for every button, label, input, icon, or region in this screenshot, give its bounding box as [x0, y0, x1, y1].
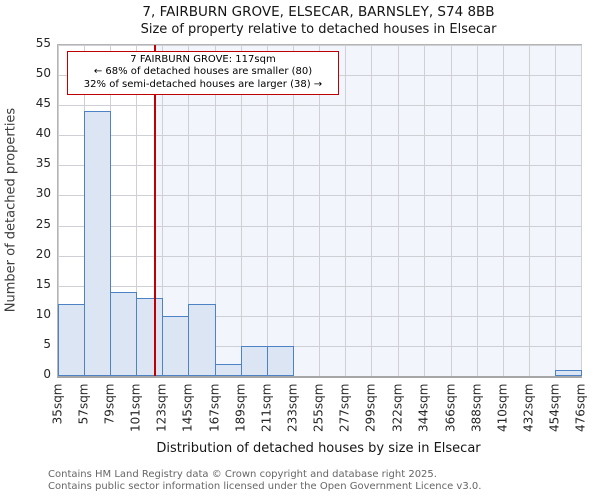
histogram-bar	[58, 303, 86, 376]
x-tick-label: 366sqm	[443, 383, 458, 432]
x-tick-label: 388sqm	[469, 383, 484, 432]
gridline-vertical	[344, 45, 346, 376]
x-tick-label: 454sqm	[547, 383, 562, 432]
y-tick-label: 30	[35, 186, 51, 201]
y-tick-label: 35	[35, 156, 51, 171]
x-tick-label: 299sqm	[363, 383, 378, 432]
gridline-vertical	[214, 45, 216, 376]
gridline-vertical	[502, 45, 504, 376]
histogram-bar	[136, 297, 164, 376]
larger-properties-region	[155, 45, 581, 376]
x-tick-label: 410sqm	[495, 383, 510, 432]
annotation-box: 7 FAIRBURN GROVE: 117sqm ← 68% of detach…	[67, 51, 339, 96]
histogram-bar	[188, 303, 216, 376]
annotation-larger-pct: 32% of semi-detached houses are larger (…	[83, 78, 323, 90]
y-tick-label: 55	[35, 36, 51, 50]
x-tick-label: 145sqm	[180, 383, 195, 432]
y-tick-label: 15	[35, 276, 51, 291]
x-tick-label: 189sqm	[233, 383, 248, 432]
y-tick-label: 5	[43, 336, 51, 351]
y-tick-label: 10	[35, 306, 51, 321]
chart-subtitle: Size of property relative to detached ho…	[140, 22, 497, 37]
y-tick-label: 50	[35, 66, 51, 81]
histogram-bar	[110, 291, 138, 376]
x-tick-label: 344sqm	[416, 383, 431, 432]
chart-title: 7, FAIRBURN GROVE, ELSECAR, BARNSLEY, S7…	[142, 4, 495, 20]
x-tick-label: 211sqm	[259, 383, 274, 432]
gridline-vertical	[398, 45, 400, 376]
x-tick-label: 255sqm	[311, 383, 326, 432]
x-tick-label: 277sqm	[337, 383, 352, 432]
y-tick-label: 0	[43, 367, 51, 381]
histogram-bar	[162, 315, 190, 376]
x-tick-label: 476sqm	[573, 383, 588, 432]
gridline-vertical	[581, 45, 582, 376]
gridline-vertical	[266, 45, 268, 376]
x-tick-label: 79sqm	[102, 383, 117, 425]
gridline-vertical	[292, 45, 294, 376]
gridline-vertical	[136, 45, 138, 376]
gridline-vertical	[528, 45, 530, 376]
gridline-vertical	[371, 45, 373, 376]
property-size-marker-line	[154, 45, 157, 376]
histogram-bar	[554, 369, 582, 376]
footer-copyright-line: Contains HM Land Registry data © Crown c…	[48, 469, 437, 480]
annotation-property-size: 7 FAIRBURN GROVE: 117sqm	[130, 54, 276, 65]
histogram-bar	[214, 363, 242, 376]
y-tick-label: 40	[35, 126, 51, 141]
gridline-vertical	[240, 45, 242, 376]
x-tick-label: 57sqm	[76, 383, 91, 425]
y-tick-label: 20	[35, 246, 51, 261]
x-tick-label: 35sqm	[50, 383, 65, 425]
histogram-bar	[84, 111, 112, 376]
x-tick-label: 167sqm	[207, 383, 222, 432]
gridline-vertical	[318, 45, 320, 376]
plot-area: 7 FAIRBURN GROVE: 117sqm ← 68% of detach…	[57, 44, 582, 378]
y-axis-label: Number of detached properties	[3, 107, 19, 313]
x-axis-label: Distribution of detached houses by size …	[156, 441, 481, 456]
x-tick-label: 123sqm	[154, 383, 169, 432]
gridline-vertical	[476, 45, 478, 376]
gridline-vertical	[58, 45, 59, 376]
gridline-vertical	[188, 45, 190, 376]
y-tick-label: 45	[35, 96, 51, 111]
gridline-vertical	[424, 45, 426, 376]
x-tick-label: 432sqm	[521, 383, 536, 432]
histogram-bar	[240, 345, 268, 376]
gridline-vertical	[554, 45, 556, 376]
y-tick-label: 25	[35, 216, 51, 231]
histogram-bar	[266, 345, 294, 376]
annotation-smaller-pct: ← 68% of detached houses are smaller (80…	[93, 66, 313, 78]
gridline-vertical	[450, 45, 452, 376]
footer: Contains HM Land Registry data © Crown c…	[48, 469, 481, 492]
x-tick-label: 322sqm	[390, 383, 405, 432]
gridline-vertical	[162, 45, 164, 376]
x-tick-label: 233sqm	[285, 383, 300, 432]
footer-licence-line: Contains public sector information licen…	[48, 480, 482, 492]
x-tick-label: 101sqm	[128, 383, 143, 432]
